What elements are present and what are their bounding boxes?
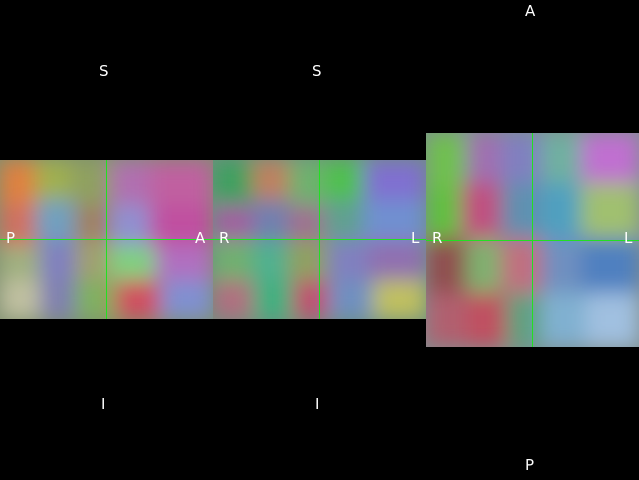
orientation-label-bottom: P: [525, 456, 535, 474]
sagittal-view[interactable]: S: [0, 0, 213, 480]
orientation-label-right: L: [624, 229, 633, 247]
orientation-label-left: R: [219, 229, 230, 247]
orientation-label-top: A: [525, 2, 536, 20]
axial-slice-texture: [426, 133, 639, 347]
coronal-slice-image[interactable]: [213, 160, 426, 319]
sagittal-slice-texture: [0, 160, 213, 319]
axial-view[interactable]: A: [426, 0, 639, 480]
orientation-label-left: R: [432, 229, 443, 247]
orientation-label-right: L: [411, 229, 420, 247]
orientation-label-left: P: [6, 229, 16, 247]
orientation-label-bottom: I: [101, 395, 106, 413]
orientation-label-right: A: [195, 229, 206, 247]
coronal-slice-texture: [213, 160, 426, 319]
orientation-label-bottom: I: [315, 395, 320, 413]
coronal-view[interactable]: S: [213, 0, 426, 480]
orientation-label-top: S: [99, 62, 109, 80]
sagittal-slice-image[interactable]: [0, 160, 213, 319]
orientation-label-top: S: [312, 62, 322, 80]
axial-slice-image[interactable]: [426, 133, 639, 347]
